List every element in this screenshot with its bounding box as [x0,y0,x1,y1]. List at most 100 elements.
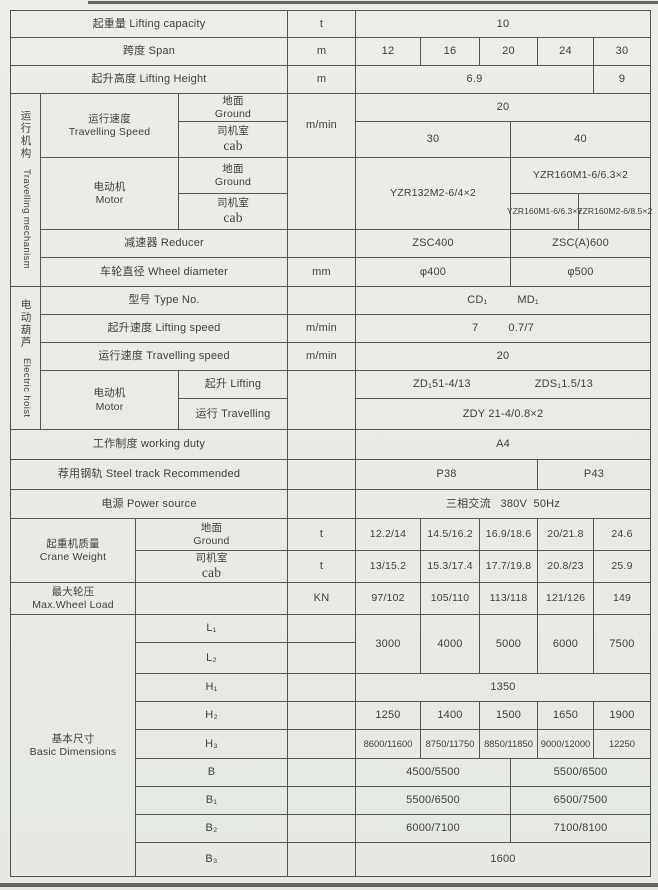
travelling-speed-unit: m/min [287,93,355,157]
empty-cell [287,814,355,842]
lifting-speed-value: 0.7/7 [508,322,534,335]
crane-weight-cab-value: 15.3/17.4 [420,550,479,582]
label-zh: 最大轮压 [51,585,95,598]
label-en: Motor [95,194,124,206]
max-wheel-load-value: 113/118 [479,582,537,614]
working-duty-value: A4 [355,429,650,459]
hoist-motor-lifting-values: ZD₁51-4/13 ZDS₁1.5/13 [355,370,650,398]
span-value: 16 [420,37,479,65]
hoist-lifting-speed-label: 起升速度 Lifting speed [40,314,287,342]
speed-cab-sublabel: 司机室 cab [178,121,287,157]
lifting-speed-value: 7 [472,322,479,335]
crane-weight-cab-unit: t [287,550,355,582]
dim-H3-label: H₃ [135,729,287,758]
travelling-speed-label: 运行速度 Travelling Speed [40,93,178,157]
empty-cell [287,370,355,429]
dim-B3-value: 1600 [355,842,650,876]
lifting-capacity-value: 10 [355,10,650,37]
power-source-value: 三相交流 380V 50Hz [355,489,650,518]
hoist-motor-travelling-value: ZDY 21-4/0.8×2 [355,398,650,429]
dim-B2-value-right: 7100/8100 [510,814,650,842]
crane-spec-table: 起重量 Lifting capacity t 10 跨度 Span m 12 1… [10,10,652,877]
crane-weight-ground-value: 16.9/18.6 [479,518,537,550]
dim-B3-label: B₃ [135,842,287,876]
lifting-capacity-label: 起重量 Lifting capacity [10,10,287,37]
hoist-lifting-speed-unit: m/min [287,314,355,342]
dim-L-value: 5000 [479,614,537,673]
label-zh: 基本尺寸 [51,732,95,745]
max-wheel-load-value: 149 [593,582,650,614]
dim-B2-label: B₂ [135,814,287,842]
empty-cell [135,582,287,614]
crane-weight-label: 起重机质量 Crane Weight [10,518,135,582]
max-wheel-load-value: 121/126 [537,582,593,614]
label-zh: 起重机质量 [46,537,100,550]
label-zh: 地面 [222,94,244,107]
span-unit: m [287,37,355,65]
lifting-height-value-30: 9 [593,65,650,93]
motor-value-right-top: YZR160M1-6/6.3×2 [510,157,650,193]
reducer-label: 减速器 Reducer [40,229,287,257]
dim-H2-value: 1650 [537,701,593,729]
label-zh: 电动机 [93,180,126,193]
tm-motor-label: 电动机 Motor [40,157,178,229]
lifting-height-label: 起升高度 Lifting Height [10,65,287,93]
type-no-value: CD₁ [467,294,488,307]
crane-weight-cab-value: 17.7/19.8 [479,550,537,582]
hoist-travelling-speed-value: 20 [355,342,650,370]
dim-H2-value: 1250 [355,701,420,729]
label-zh: 地面 [200,521,223,534]
section-electric-hoist: 电动葫芦 Electric hoist [10,286,40,429]
section-label-en: Travelling mechanism [20,169,32,270]
label-zh: 司机室 [216,197,250,210]
dim-H3-value: 9000/12000 [537,729,593,758]
crane-weight-cab-value: 25.9 [593,550,650,582]
dim-H2-value: 1900 [593,701,650,729]
label-en: cab [223,210,243,226]
scan-edge-top [88,1,658,4]
crane-weight-cab-sublabel: 司机室 cab [135,550,287,582]
empty-cell [287,489,355,518]
speed-ground-sublabel: 地面 Ground [178,93,287,121]
max-wheel-load-value: 105/110 [420,582,479,614]
reducer-value-right: ZSC(A)600 [510,229,650,257]
label-en: Travelling Speed [68,126,151,138]
span-value: 12 [355,37,420,65]
hoist-motor-label: 电动机 Motor [40,370,178,429]
wheel-diameter-label: 车轮直径 Wheel diameter [40,257,287,286]
label-en: Max.Wheel Load [32,599,114,611]
motor-value-right-bottom-right: YZR160M2-6/8.5×2 [577,193,652,229]
dim-L-value: 7500 [593,614,650,673]
dim-L1-label: L₁ [135,614,287,642]
empty-cell [287,229,355,257]
max-wheel-load-value: 97/102 [355,582,420,614]
working-duty-label: 工作制度 working duty [10,429,287,459]
dim-L-value: 6000 [537,614,593,673]
empty-cell [287,157,355,229]
empty-cell [287,673,355,701]
empty-cell [287,429,355,459]
empty-cell [287,758,355,786]
steel-track-value-right: P43 [537,459,650,489]
dim-B-value-right: 5500/6500 [510,758,650,786]
wheel-diameter-value-right: φ500 [510,257,650,286]
dim-B2-value-left: 6000/7100 [355,814,510,842]
dim-L-value: 3000 [355,614,420,673]
dim-H2-value: 1500 [479,701,537,729]
dim-H3-value: 8750/11750 [420,729,479,758]
motor-lifting-value: ZDS₁1.5/13 [534,378,593,391]
steel-track-value-left: P38 [355,459,537,489]
speed-cab-value-right: 40 [510,121,650,157]
dim-H1-label: H₁ [135,673,287,701]
span-value: 30 [593,37,650,65]
dim-H1-value: 1350 [355,673,650,701]
empty-cell [287,459,355,489]
empty-cell [287,786,355,814]
hoist-travelling-speed-label: 运行速度 Travelling speed [40,342,287,370]
span-value: 20 [479,37,537,65]
motor-cab-sublabel: 司机室 cab [178,193,287,229]
empty-cell [287,701,355,729]
crane-weight-ground-value: 24.6 [593,518,650,550]
empty-cell [287,842,355,876]
label-zh: 司机室 [216,125,250,138]
